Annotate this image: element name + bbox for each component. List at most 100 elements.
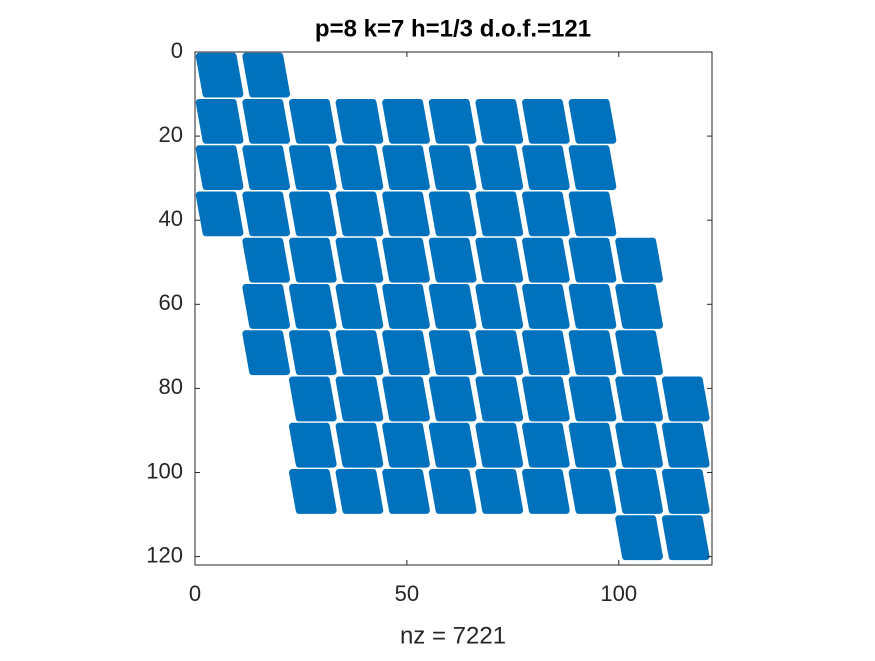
nonzero-block [335, 191, 384, 237]
nonzero-block [335, 376, 384, 422]
nonzero-block [428, 237, 477, 283]
x-tick-label: 0 [189, 581, 201, 606]
nonzero-block [522, 283, 570, 329]
y-tick-label: 60 [159, 290, 183, 315]
nonzero-block [242, 283, 291, 329]
nonzero-block [242, 145, 291, 191]
nonzero-block [522, 98, 570, 144]
nonzero-block [428, 422, 477, 468]
nonzero-block [522, 145, 570, 191]
y-tick-label: 120 [146, 542, 183, 567]
nonzero-block [242, 237, 291, 283]
nonzero-block [288, 237, 337, 283]
nonzero-block [382, 145, 430, 191]
nonzero-block [615, 283, 663, 329]
nonzero-block [428, 468, 477, 514]
nonzero-block [288, 330, 337, 376]
nonzero-block [568, 145, 617, 191]
nonzero-block [615, 237, 663, 283]
nonzero-block [522, 468, 570, 514]
nonzero-block [428, 145, 477, 191]
nonzero-block [195, 145, 244, 191]
nonzero-block [475, 468, 524, 514]
nonzero-block [475, 98, 524, 144]
nonzero-block [568, 283, 617, 329]
nonzero-block [335, 145, 384, 191]
nonzero-block [568, 330, 617, 376]
nonzero-block [195, 98, 244, 144]
nonzero-block [568, 376, 617, 422]
x-tick-label: 50 [395, 581, 419, 606]
nonzero-block [522, 422, 570, 468]
nonzero-block [568, 191, 617, 237]
nonzero-block [382, 330, 430, 376]
nonzero-block [242, 52, 291, 98]
nonzero-block [382, 468, 430, 514]
nonzero-block [615, 376, 663, 422]
nonzero-block [568, 98, 617, 144]
x-tick-label: 100 [600, 581, 637, 606]
chart-title: p=8 k=7 h=1/3 d.o.f.=121 [315, 15, 591, 42]
nonzero-block [522, 330, 570, 376]
nonzero-block [242, 98, 291, 144]
nonzero-block [382, 237, 430, 283]
nonzero-block [568, 468, 617, 514]
y-tick-label: 100 [146, 458, 183, 483]
y-tick-label: 0 [171, 38, 183, 63]
nonzero-block [661, 422, 710, 468]
nonzero-block [615, 468, 663, 514]
nonzero-block [288, 145, 337, 191]
nonzero-block [661, 468, 710, 514]
y-tick-label: 80 [159, 374, 183, 399]
nonzero-block [428, 376, 477, 422]
nonzero-block [615, 422, 663, 468]
y-tick-label: 40 [159, 206, 183, 231]
y-tick-label: 20 [159, 122, 183, 147]
nonzero-block [382, 376, 430, 422]
nonzero-block [428, 283, 477, 329]
nonzero-block [382, 98, 430, 144]
nonzero-block [288, 422, 337, 468]
nonzero-block [288, 376, 337, 422]
nonzero-block [195, 52, 244, 98]
nonzero-block [335, 237, 384, 283]
nonzero-block [335, 98, 384, 144]
nonzero-block [475, 283, 524, 329]
nonzero-block [661, 376, 710, 422]
nonzero-block [475, 237, 524, 283]
nonzero-block [475, 330, 524, 376]
nonzero-block [568, 422, 617, 468]
nonzero-block [242, 330, 291, 376]
nonzero-block [382, 283, 430, 329]
nonzero-block [195, 191, 244, 237]
nonzero-block [382, 191, 430, 237]
nonzero-block [335, 283, 384, 329]
nonzero-block [335, 468, 384, 514]
nonzero-block [428, 98, 477, 144]
nonzero-block [242, 191, 291, 237]
x-axis-label: nz = 7221 [400, 622, 506, 649]
nonzero-block [475, 191, 524, 237]
nonzero-block [288, 468, 337, 514]
nonzero-block [288, 191, 337, 237]
nonzero-block [288, 283, 337, 329]
nonzero-block [615, 330, 663, 376]
nonzero-block [661, 515, 710, 561]
nonzero-block [475, 422, 524, 468]
nonzero-block [475, 145, 524, 191]
nonzero-block [568, 237, 617, 283]
axes-box [194, 51, 713, 566]
nonzero-block [615, 515, 663, 561]
nonzero-block [522, 237, 570, 283]
nonzero-block [522, 191, 570, 237]
nonzero-block [335, 330, 384, 376]
nonzero-block [335, 422, 384, 468]
nonzero-block [475, 376, 524, 422]
nonzero-block [428, 191, 477, 237]
nonzero-block [428, 330, 477, 376]
nonzero-block [288, 98, 337, 144]
nonzero-block [382, 422, 430, 468]
nonzero-block [522, 376, 570, 422]
